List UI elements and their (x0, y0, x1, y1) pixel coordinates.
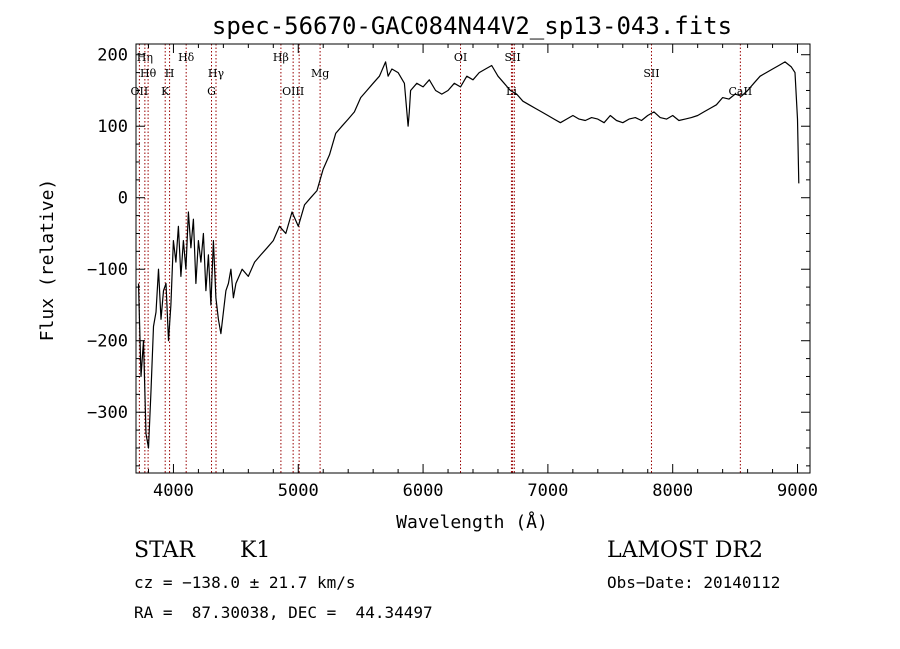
x-tick-label: 9000 (777, 481, 818, 501)
line-marker-label: Hθ (140, 67, 157, 80)
y-tick-label: −200 (87, 332, 128, 352)
y-axis-label: Flux (relative) (37, 179, 58, 342)
line-marker-label: Hγ (208, 67, 225, 80)
line-marker-label: Hδ (178, 51, 195, 64)
y-axis: −300 −200 −100 0 100 200 (87, 46, 810, 467)
x-axis: 4000 5000 6000 7000 8000 9000 (147, 44, 818, 501)
x-tick-label: 5000 (278, 481, 319, 501)
chart-title: spec-56670-GAC084N44V2_sp13-043.fits (212, 12, 732, 40)
x-axis-label: Wavelength (Å) (396, 511, 548, 533)
y-tick-label: 200 (97, 46, 128, 66)
object-subclass: K1 (240, 538, 271, 563)
line-marker-label: K (161, 85, 170, 98)
line-marker-label: OIII (282, 85, 304, 98)
x-tick-label: 6000 (403, 481, 444, 501)
y-tick-label: −100 (87, 260, 128, 280)
line-marker-label: SII (643, 67, 659, 80)
line-marker-label: OII (131, 85, 149, 98)
line-marker-label: Hβ (273, 51, 289, 64)
observation-date: Obs−Date: 20140112 (607, 573, 781, 592)
line-marker-label: Mg (311, 67, 329, 80)
line-marker-label: G (207, 85, 216, 98)
x-tick-label: 4000 (153, 481, 194, 501)
y-tick-label: −300 (87, 403, 128, 423)
spectrum-line (137, 61, 800, 449)
line-marker-label: Hη (137, 51, 153, 64)
object-type: STAR (134, 538, 195, 563)
y-tick-label: 100 (97, 117, 128, 137)
line-marker-label: SII (504, 51, 520, 64)
line-marker-label: OI (454, 51, 467, 64)
plot-frame (135, 43, 811, 474)
survey-label: LAMOST DR2 (607, 538, 763, 563)
line-marker-label: H (165, 67, 175, 80)
redshift-cz: cz = −138.0 ± 21.7 km/s (134, 573, 356, 592)
coordinates: RA = 87.30038, DEC = 44.34497 (134, 603, 433, 622)
x-tick-label: 8000 (652, 481, 693, 501)
y-tick-label: 0 (118, 189, 128, 209)
series-layer (137, 61, 800, 449)
x-tick-label: 7000 (527, 481, 568, 501)
